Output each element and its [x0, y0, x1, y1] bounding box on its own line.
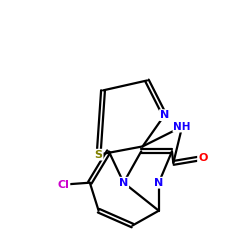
Text: Cl: Cl	[58, 180, 70, 190]
Text: O: O	[198, 153, 207, 163]
Text: NH: NH	[174, 122, 191, 132]
Text: N: N	[119, 178, 128, 188]
Text: S: S	[95, 150, 103, 160]
Text: N: N	[160, 110, 169, 120]
Text: N: N	[154, 178, 164, 188]
